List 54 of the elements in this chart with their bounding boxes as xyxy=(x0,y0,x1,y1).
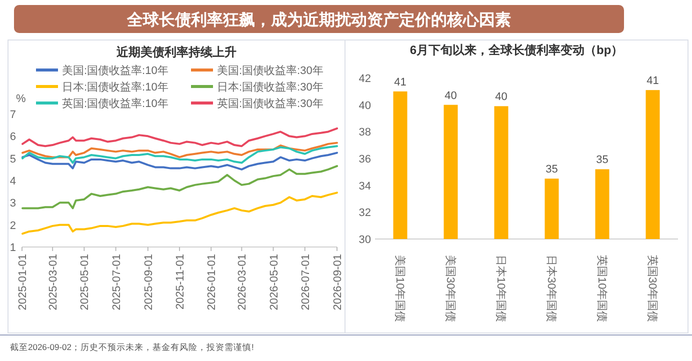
x-tick-label: 美国10年国债 xyxy=(393,255,406,322)
y-axis-title: % xyxy=(16,93,26,105)
legend-label: 美国:国债收益率:30年 xyxy=(217,64,324,77)
y-tick-label: 5 xyxy=(10,153,16,166)
x-tick-label: 2025-09-01 xyxy=(142,254,155,310)
y-tick-label: 42 xyxy=(358,73,371,85)
data-label: 40 xyxy=(495,91,508,104)
line-series xyxy=(22,165,338,210)
legend-label: 美国:国债收益率:10年 xyxy=(62,64,168,77)
line-series xyxy=(22,192,338,235)
x-tick-label: 2025-11-01 xyxy=(174,254,186,310)
text: 截至2026-09-02；历史不预示未来，基金有风险，投资需谨慎! xyxy=(10,342,254,352)
legend-label: 英国:国债收益率:10年 xyxy=(62,97,168,110)
text: 全球长债利率狂飙，成为近期扰动资产定价的核心因素 xyxy=(126,10,511,29)
legend-label: 日本:国债收益率:10年 xyxy=(62,80,168,94)
y-tick-label: 36 xyxy=(358,154,371,166)
y-tick-label: 1 xyxy=(10,242,16,254)
y-tick-label: 4 xyxy=(10,176,16,188)
x-tick-label: 2025-05-01 xyxy=(79,254,92,310)
x-tick-label: 2026-03-01 xyxy=(236,254,249,310)
x-tick-label: 2026-01-01 xyxy=(206,254,218,310)
x-tick-label: 2025-03-01 xyxy=(48,254,60,310)
x-tick-label: 英国10年国债 xyxy=(595,255,608,322)
data-label: 40 xyxy=(444,90,457,102)
data-label: 35 xyxy=(596,154,608,166)
x-tick-label: 2026-07-01 xyxy=(300,254,312,310)
x-tick-label: 2025-07-01 xyxy=(110,254,123,310)
data-label: 35 xyxy=(546,164,558,176)
y-tick-label: 30 xyxy=(358,234,371,246)
y-tick-label: 6 xyxy=(10,131,16,144)
y-tick-label: 7 xyxy=(10,109,16,121)
legend-label: 英国:国债收益率:30年 xyxy=(217,97,324,110)
y-tick-label: 40 xyxy=(358,100,371,112)
data-label: 41 xyxy=(394,76,406,88)
x-tick-label: 2026-05-01 xyxy=(268,254,280,310)
y-tick-label: 2 xyxy=(10,220,16,232)
legend-label: 日本:国债收益率:30年 xyxy=(217,80,324,94)
y-tick-label: 32 xyxy=(358,207,371,220)
x-tick-label: 日本30年国债 xyxy=(544,255,558,322)
line-series xyxy=(22,127,338,148)
chart-title: 6月下旬以来，全球长债利率变动（bp） xyxy=(410,43,624,57)
x-tick-label: 2025-01-01 xyxy=(17,254,29,310)
line-series xyxy=(22,152,338,170)
y-tick-label: 34 xyxy=(358,180,371,192)
x-tick-label: 英国30年国债 xyxy=(646,255,659,322)
x-tick-label: 日本10年国债 xyxy=(494,255,508,322)
line-series xyxy=(22,142,338,158)
chart-title: 近期美债利率持续上升 xyxy=(116,45,236,59)
x-tick-label: 美国30年国债 xyxy=(444,255,457,322)
y-tick-label: 38 xyxy=(358,126,371,139)
data-label: 41 xyxy=(646,75,659,88)
y-tick-label: 3 xyxy=(10,198,16,210)
line-series xyxy=(22,145,338,164)
x-tick-label: 2026-09-01 xyxy=(332,254,344,310)
